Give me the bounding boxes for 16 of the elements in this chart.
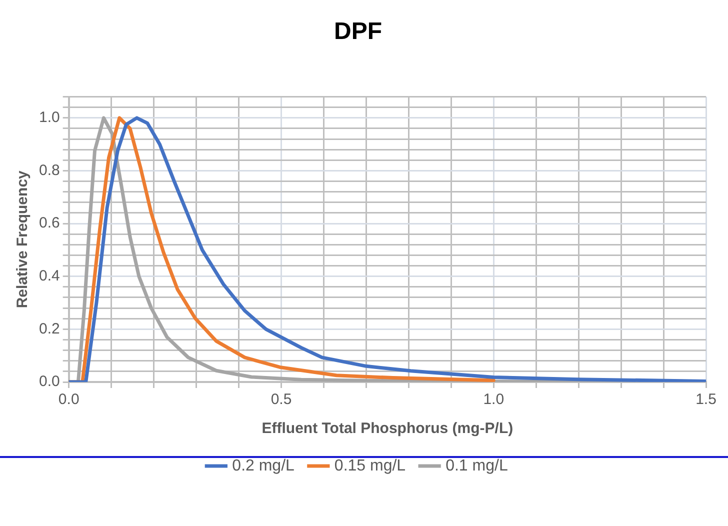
y-axis-title: Relative Frequency bbox=[14, 170, 32, 308]
legend-label: 0.1 mg/L bbox=[446, 457, 508, 474]
y-tick-label: 1.0 bbox=[38, 109, 60, 126]
x-tick-label: 0.0 bbox=[58, 391, 80, 408]
y-tick-label: 0.0 bbox=[38, 373, 60, 390]
legend-label: 0.15 mg/L bbox=[334, 457, 406, 474]
x-axis-title: Effluent Total Phosphorus (mg-P/L) bbox=[262, 420, 514, 438]
y-tick-label: 0.6 bbox=[38, 214, 60, 232]
chart-title: DPF bbox=[334, 18, 382, 46]
y-tick-label: 0.2 bbox=[38, 320, 60, 338]
y-tick-label: 0.4 bbox=[38, 268, 60, 285]
y-tick-label: 0.8 bbox=[38, 162, 60, 179]
x-tick-label: 1.5 bbox=[696, 391, 716, 408]
legend-label: 0.2 mg/L bbox=[232, 457, 295, 474]
x-tick-label: 1.0 bbox=[483, 391, 504, 408]
x-tick-label: 0.5 bbox=[270, 391, 292, 408]
